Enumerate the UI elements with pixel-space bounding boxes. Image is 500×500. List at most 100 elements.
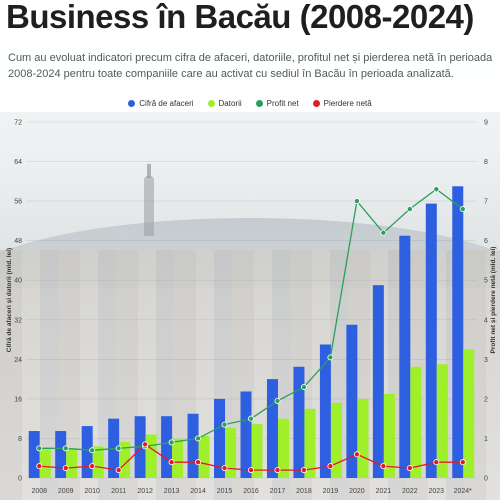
y-axis-right-title: Profit net și pierdere netă (mld. lei) [490, 247, 497, 354]
point-pierdere-neta[interactable] [353, 451, 360, 458]
x-tick-label: 2011 [111, 488, 126, 495]
bar-datorii[interactable] [119, 441, 131, 478]
bar-datorii[interactable] [463, 349, 475, 478]
bar-datorii[interactable] [383, 393, 395, 478]
bar-cifra-de-afaceri[interactable] [161, 416, 173, 478]
point-profit-net[interactable] [89, 447, 96, 454]
y-tick-label-left: 48 [14, 238, 22, 245]
bar-cifra-de-afaceri[interactable] [81, 426, 93, 478]
x-tick-label: 2010 [84, 488, 100, 495]
y-tick-label-left: 40 [14, 278, 22, 285]
legend-item-profit-net[interactable]: Profit net [255, 96, 299, 110]
bar-cifra-de-afaceri[interactable] [399, 235, 411, 478]
x-tick-label: 2015 [217, 488, 233, 495]
y-tick-label-right: 9 [484, 120, 488, 127]
y-tick-label-left: 32 [14, 317, 22, 324]
y-tick-label-left: 24 [14, 357, 22, 364]
point-profit-net[interactable] [380, 229, 387, 236]
point-pierdere-neta[interactable] [459, 459, 466, 466]
point-pierdere-neta[interactable] [115, 467, 122, 474]
bar-cifra-de-afaceri[interactable] [266, 379, 278, 478]
legend-item-datorii[interactable]: Datorii [207, 96, 242, 110]
point-pierdere-neta[interactable] [433, 459, 440, 466]
y-tick-label-left: 0 [18, 476, 22, 483]
point-pierdere-neta[interactable] [36, 463, 43, 470]
point-profit-net[interactable] [459, 206, 466, 213]
bar-cifra-de-afaceri[interactable] [452, 186, 464, 478]
point-profit-net[interactable] [274, 397, 281, 404]
point-profit-net[interactable] [247, 415, 254, 422]
legend-label-datorii: Datorii [218, 98, 242, 108]
bar-datorii[interactable] [172, 438, 184, 478]
bar-datorii[interactable] [198, 435, 210, 478]
point-pierdere-neta[interactable] [142, 441, 149, 448]
bar-datorii[interactable] [436, 364, 448, 478]
point-pierdere-neta[interactable] [195, 459, 202, 466]
bar-datorii[interactable] [92, 446, 104, 478]
page-title: Business în Bacău (2008-2024) [6, 0, 474, 35]
point-profit-net[interactable] [195, 435, 202, 442]
bar-cifra-de-afaceri[interactable] [55, 431, 67, 478]
point-profit-net[interactable] [36, 445, 43, 452]
bar-cifra-de-afaceri[interactable] [346, 324, 358, 478]
point-profit-net[interactable] [62, 445, 69, 452]
legend-label-cifra-de-afaceri: Cifră de afaceri [139, 98, 194, 108]
x-tick-label: 2020 [349, 488, 365, 495]
point-pierdere-neta[interactable] [168, 459, 175, 466]
x-tick-label: 2023 [429, 488, 445, 495]
point-profit-net[interactable] [221, 421, 228, 428]
y-tick-label-left: 64 [14, 159, 22, 166]
chart-bars [28, 186, 475, 479]
bar-datorii[interactable] [66, 448, 78, 478]
y-tick-label-right: 8 [484, 159, 488, 166]
x-tick-label: 2018 [296, 488, 312, 495]
y-tick-label-right: 3 [484, 357, 488, 364]
point-pierdere-neta[interactable] [300, 467, 307, 474]
point-pierdere-neta[interactable] [221, 465, 228, 472]
legend-swatch-profit-net [255, 99, 263, 107]
header: Business în Bacău (2008-2024) Cum au evo… [0, 0, 500, 112]
bar-datorii[interactable] [225, 427, 237, 478]
point-pierdere-neta[interactable] [247, 467, 254, 474]
point-profit-net[interactable] [168, 439, 175, 446]
y-tick-label-right: 7 [484, 199, 488, 206]
bar-datorii[interactable] [277, 418, 289, 478]
point-pierdere-neta[interactable] [380, 463, 387, 470]
y-axis-left-title: Cifră de afaceri și datorii (mld. lei) [6, 248, 13, 352]
point-pierdere-neta[interactable] [406, 465, 413, 472]
legend-swatch-pierdere-neta [312, 99, 320, 107]
point-pierdere-neta[interactable] [89, 463, 96, 470]
point-pierdere-neta[interactable] [62, 465, 69, 472]
bar-datorii[interactable] [145, 434, 157, 478]
bar-cifra-de-afaceri[interactable] [372, 285, 384, 478]
bar-datorii[interactable] [251, 424, 263, 478]
bar-datorii[interactable] [330, 402, 342, 478]
bar-cifra-de-afaceri[interactable] [187, 413, 199, 478]
bar-datorii[interactable] [357, 398, 369, 478]
x-tick-label: 2014 [190, 488, 206, 495]
bar-cifra-de-afaceri[interactable] [293, 366, 305, 478]
bar-cifra-de-afaceri[interactable] [28, 431, 40, 478]
point-pierdere-neta[interactable] [274, 467, 281, 474]
y-tick-label-right: 6 [484, 238, 488, 245]
point-profit-net[interactable] [406, 206, 413, 213]
bar-cifra-de-afaceri[interactable] [240, 391, 252, 478]
bar-cifra-de-afaceri[interactable] [425, 203, 437, 479]
legend-item-pierdere-neta[interactable]: Pierdere netă [312, 96, 372, 110]
point-profit-net[interactable] [300, 384, 307, 391]
bar-datorii[interactable] [410, 366, 422, 478]
point-profit-net[interactable] [327, 354, 334, 361]
bar-cifra-de-afaceri[interactable] [319, 344, 331, 479]
point-pierdere-neta[interactable] [327, 463, 334, 470]
point-profit-net[interactable] [353, 198, 360, 205]
bar-cifra-de-afaceri[interactable] [214, 398, 226, 478]
point-profit-net[interactable] [115, 445, 122, 452]
bar-datorii[interactable] [304, 408, 316, 478]
y-tick-label-right: 5 [484, 278, 488, 285]
legend-item-cifra-de-afaceri[interactable]: Cifră de afaceri [128, 96, 194, 110]
chart-legend: Cifră de afaceri Datorii Profit net Pier… [0, 96, 500, 110]
point-profit-net[interactable] [433, 186, 440, 193]
x-tick-label: 2008 [31, 488, 47, 495]
bar-datorii[interactable] [39, 449, 51, 478]
